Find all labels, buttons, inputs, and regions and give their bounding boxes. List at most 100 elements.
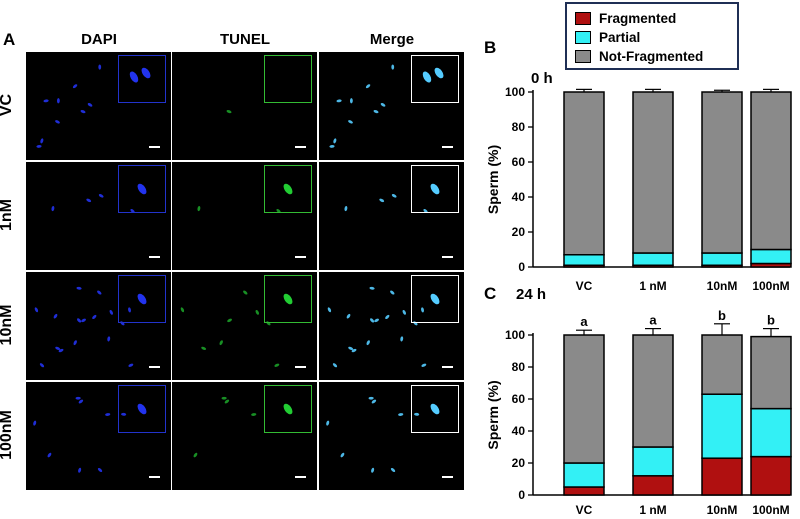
column-header-tunel: TUNEL	[220, 31, 270, 48]
y-axis-label-0h: Sperm (%)	[485, 145, 501, 214]
x-tick-label-24h: 100nM	[752, 503, 789, 517]
inset-box-tunel-100nm	[264, 385, 312, 433]
scale-bar	[149, 146, 160, 148]
inset-box-tunel-10nm	[264, 275, 312, 323]
panel-c-subtitle: 24 h	[516, 286, 547, 303]
x-tick-label-0h: 1 nM	[639, 279, 666, 293]
bar-not-fragmented-0h	[750, 91, 792, 251]
scale-bar	[442, 256, 453, 258]
inset-box-merge-100nm	[411, 385, 459, 433]
bar-partial-0h	[632, 252, 674, 266]
legend-label-not-fragmented: Not-Fragmented	[599, 49, 704, 64]
micrograph-dapi-10nm	[26, 272, 171, 380]
legend-label-fragmented: Fragmented	[599, 11, 677, 26]
panel-a-letter: A	[3, 30, 16, 49]
y-tick-label-0h: 100	[505, 85, 525, 99]
bar-fragmented-24h	[750, 455, 792, 496]
x-tick-label-24h: 10nM	[707, 503, 738, 517]
bar-fragmented-24h	[563, 486, 605, 496]
y-tick-label-0h: 20	[512, 225, 526, 239]
inset-box-tunel-vc	[264, 55, 312, 103]
chart-legend: Fragmented Partial Not-Fragmented	[565, 2, 739, 70]
inset-box-dapi-100nm	[118, 385, 166, 433]
bar-not-fragmented-24h	[750, 335, 792, 410]
y-tick-label-24h: 100	[505, 328, 525, 342]
scale-bar	[295, 476, 306, 478]
legend-label-partial: Partial	[599, 30, 641, 45]
scale-bar	[295, 256, 306, 258]
bar-partial-0h	[750, 248, 792, 265]
x-tick-label-24h: VC	[576, 503, 593, 517]
scale-bar	[149, 256, 160, 258]
bar-fragmented-24h	[632, 475, 674, 496]
micrograph-tunel-vc	[172, 52, 317, 160]
micrograph-merge-10nm	[319, 272, 464, 380]
inset-box-dapi-1nm	[118, 165, 166, 213]
bar-not-fragmented-24h	[563, 334, 605, 464]
legend-swatch-not-fragmented	[575, 50, 591, 63]
legend-item-fragmented: Fragmented	[575, 10, 676, 27]
x-tick-label-0h: 100nM	[752, 279, 789, 293]
micrograph-merge-100nm	[319, 382, 464, 490]
legend-swatch-fragmented	[575, 12, 591, 25]
y-tick-label-0h: 40	[512, 190, 526, 204]
significance-letter-24h: a	[649, 313, 657, 328]
y-tick-label-0h: 0	[518, 260, 525, 274]
inset-box-merge-10nm	[411, 275, 459, 323]
legend-item-not-fragmented: Not-Fragmented	[575, 48, 703, 65]
legend-swatch-partial	[575, 31, 591, 44]
micrograph-tunel-100nm	[172, 382, 317, 490]
micrograph-dapi-100nm	[26, 382, 171, 490]
scale-bar	[442, 476, 453, 478]
bar-partial-24h	[563, 462, 605, 488]
scale-bar	[149, 476, 160, 478]
y-tick-label-24h: 0	[518, 488, 525, 502]
significance-letter-24h: b	[767, 313, 775, 328]
micrograph-tunel-10nm	[172, 272, 317, 380]
y-axis-label-24h: Sperm (%)	[485, 380, 501, 449]
bar-partial-24h	[701, 393, 743, 459]
y-tick-label-24h: 40	[512, 424, 526, 438]
scale-bar	[149, 366, 160, 368]
scale-bar	[442, 366, 453, 368]
y-tick-label-24h: 80	[512, 360, 526, 374]
panel-b-subtitle: 0 h	[531, 70, 553, 87]
panel-c-letter: C	[484, 284, 497, 303]
inset-box-merge-1nm	[411, 165, 459, 213]
scale-bar	[442, 146, 453, 148]
legend-item-partial: Partial	[575, 29, 640, 46]
bar-partial-24h	[750, 407, 792, 458]
significance-letter-24h: a	[580, 314, 588, 329]
significance-letter-24h: b	[718, 308, 726, 323]
x-tick-label-0h: 10nM	[707, 279, 738, 293]
bar-not-fragmented-24h	[701, 334, 743, 395]
bar-not-fragmented-0h	[563, 91, 605, 256]
micrograph-dapi-vc	[26, 52, 171, 160]
scale-bar	[295, 366, 306, 368]
column-header-dapi: DAPI	[81, 31, 117, 48]
inset-box-merge-vc	[411, 55, 459, 103]
y-tick-label-0h: 60	[512, 155, 526, 169]
micrograph-tunel-1nm	[172, 162, 317, 270]
bar-partial-0h	[701, 252, 743, 266]
y-tick-label-0h: 80	[512, 120, 526, 134]
bar-partial-24h	[632, 446, 674, 477]
inset-box-tunel-1nm	[264, 165, 312, 213]
y-tick-label-24h: 60	[512, 392, 526, 406]
micrograph-merge-1nm	[319, 162, 464, 270]
y-tick-label-24h: 20	[512, 456, 526, 470]
bar-not-fragmented-0h	[701, 91, 743, 254]
column-header-merge: Merge	[369, 31, 415, 48]
panel-b-letter: B	[484, 38, 497, 57]
bar-fragmented-24h	[701, 457, 743, 496]
bar-partial-0h	[563, 254, 605, 266]
bar-not-fragmented-0h	[632, 91, 674, 254]
inset-box-dapi-10nm	[118, 275, 166, 323]
x-tick-label-24h: 1 nM	[639, 503, 666, 517]
bar-not-fragmented-24h	[632, 334, 674, 448]
micrograph-dapi-1nm	[26, 162, 171, 270]
x-tick-label-0h: VC	[576, 279, 593, 293]
micrograph-merge-vc	[319, 52, 464, 160]
scale-bar	[295, 146, 306, 148]
